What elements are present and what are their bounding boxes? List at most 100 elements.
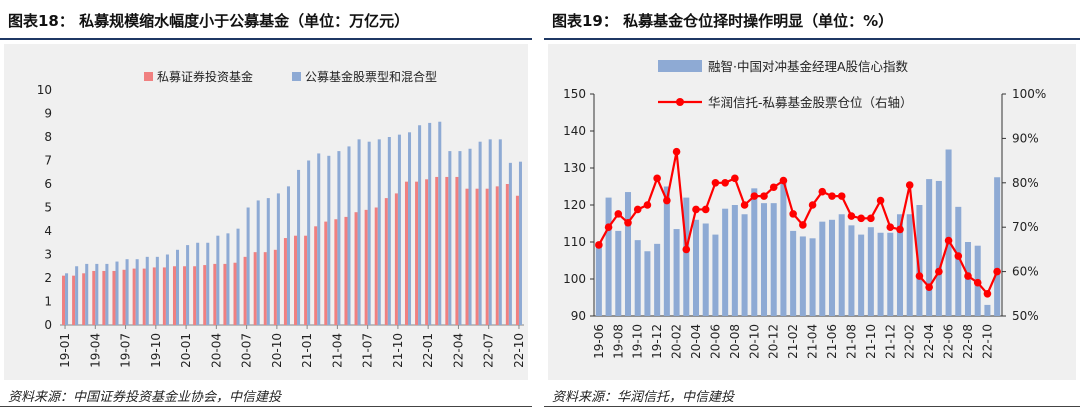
bar-public	[226, 233, 230, 325]
point-stock-position	[663, 196, 671, 205]
bar-private	[152, 267, 156, 325]
point-stock-position	[837, 192, 846, 200]
bar-private	[364, 209, 368, 325]
left-chart-title: 图表18： 私募规模缩水幅度小于公募基金（单位：万亿元）	[8, 12, 410, 30]
y2-tick-label: 70%	[1012, 220, 1039, 234]
x-tick-label: 20-08	[728, 324, 742, 359]
bar-public	[367, 141, 371, 325]
bar-confidence-index	[741, 214, 748, 316]
legend-label-private: 私募证券投资基金	[157, 69, 253, 84]
bar-private	[172, 266, 176, 325]
x-tick-label: 21-10	[864, 324, 878, 359]
point-stock-position	[857, 214, 865, 223]
y-tick-label: 2	[44, 271, 52, 285]
point-stock-position	[731, 174, 739, 183]
bar-public	[498, 139, 502, 325]
bar-public	[105, 263, 109, 325]
point-stock-position	[701, 205, 710, 214]
point-stock-position	[876, 196, 885, 205]
bar-confidence-index	[595, 242, 602, 316]
bar-private	[354, 212, 358, 325]
x-tick-label: 21-02	[786, 324, 800, 359]
bar-confidence-index	[605, 197, 612, 316]
bar-private	[404, 181, 408, 325]
bar-public	[418, 125, 422, 325]
bar-confidence-index	[819, 221, 826, 316]
point-stock-position	[643, 201, 652, 209]
point-stock-position	[964, 272, 972, 280]
x-tick-label: 20-04	[209, 333, 223, 368]
bar-public	[307, 160, 311, 325]
bar-confidence-index	[926, 179, 933, 316]
x-tick-label: 19-10	[631, 324, 645, 359]
bar-confidence-index	[877, 232, 884, 316]
x-tick-label: 22-10	[512, 333, 526, 368]
bar-public	[216, 235, 220, 325]
y-tick-label: 4	[44, 224, 52, 238]
bar-public	[458, 151, 462, 325]
x-tick-label: 21-04	[806, 324, 820, 359]
bar-confidence-index	[634, 240, 641, 316]
point-stock-position	[925, 283, 933, 291]
bar-confidence-index	[673, 229, 680, 316]
x-tick-label: 21-08	[844, 324, 858, 359]
y-tick-label: 100	[563, 272, 586, 286]
x-tick-label: 21-12	[883, 324, 897, 359]
point-stock-position	[789, 210, 797, 218]
bar-public	[357, 139, 361, 325]
bar-confidence-index	[780, 182, 787, 316]
bar-private	[203, 265, 207, 325]
left-chart: 0 1 2 3 4 5 6 7 8 9 10 19-01 19-04 19-07 19-10 20-01 20-…	[37, 69, 526, 368]
y2-tick-label: 60%	[1012, 265, 1039, 279]
x-tick-label: 21-01	[300, 333, 314, 368]
bar-public	[186, 245, 190, 325]
bar-private	[415, 181, 419, 325]
x-tick-label: 19-08	[611, 324, 625, 359]
bar-private	[82, 273, 86, 325]
point-stock-position	[973, 278, 982, 287]
bar-public	[236, 228, 240, 325]
bar-public	[297, 169, 301, 325]
bar-public	[377, 139, 381, 325]
point-stock-position	[740, 201, 749, 209]
bar-confidence-index	[731, 205, 738, 316]
bar-private	[384, 198, 388, 325]
bar-confidence-index	[712, 234, 719, 316]
y-tick-label: 7	[44, 154, 52, 168]
bar-private	[485, 188, 489, 325]
x-tick-label: 21-06	[825, 324, 839, 359]
point-stock-position	[896, 225, 904, 234]
bar-public	[115, 261, 119, 325]
x-tick-label: 22-08	[961, 324, 975, 359]
bar-private	[122, 269, 126, 325]
x-tick-label: 21-07	[361, 333, 375, 368]
bar-public	[286, 186, 290, 325]
point-stock-position	[847, 212, 856, 220]
bar-public	[125, 259, 129, 325]
bar-confidence-index	[722, 208, 729, 316]
bar-private	[294, 235, 298, 325]
bar-public	[488, 139, 492, 325]
point-stock-position	[779, 176, 788, 185]
bar-confidence-index	[692, 219, 700, 316]
x-tick-label: 22-04	[451, 333, 465, 368]
bar-confidence-index	[799, 236, 806, 316]
y-tick-label: 130	[563, 161, 586, 175]
point-stock-position	[711, 179, 720, 187]
x-tick-label: 19-04	[88, 333, 102, 368]
x-tick-label: 22-06	[942, 324, 956, 359]
right-title-divider	[544, 38, 1080, 40]
bar-confidence-index	[624, 192, 632, 316]
bar-private	[183, 266, 187, 325]
bar-private	[223, 263, 227, 325]
y2-tick-label: 90%	[1012, 131, 1039, 145]
bar-private	[505, 184, 509, 325]
bar-confidence-index	[751, 188, 758, 316]
y-tick-label: 8	[44, 130, 52, 144]
bar-public	[176, 249, 180, 325]
y-tick-label: 150	[563, 87, 586, 101]
bar-private	[394, 193, 398, 325]
bar-private	[193, 266, 197, 325]
point-stock-position	[633, 205, 642, 214]
bar-private	[465, 188, 469, 325]
